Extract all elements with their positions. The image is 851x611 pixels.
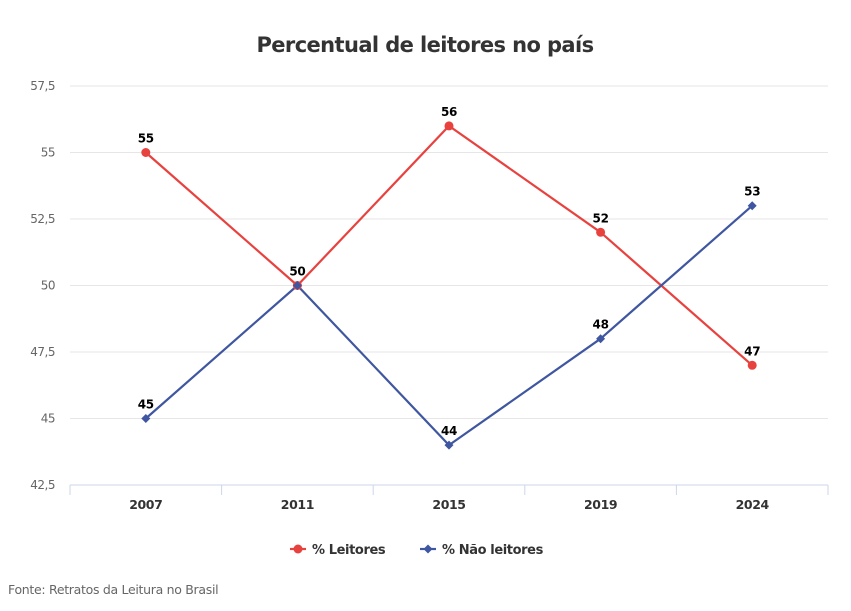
legend-marker-diamond-icon xyxy=(423,544,433,554)
source-note: Fonte: Retratos da Leitura no Brasil xyxy=(8,582,219,597)
legend-label: % Não leitores xyxy=(442,543,544,558)
data-label: 53 xyxy=(744,185,760,199)
y-tick-label: 52,5 xyxy=(30,212,55,226)
data-point-nao-leitores xyxy=(141,414,151,423)
data-point-leitores xyxy=(141,148,151,157)
grid-lines xyxy=(70,85,828,419)
legend: % Leitores % Não leitores xyxy=(290,543,544,558)
data-label: 45 xyxy=(138,398,154,412)
y-tick-label: 55 xyxy=(41,146,55,160)
x-tick-label: 2019 xyxy=(584,497,617,512)
data-point-nao-leitores xyxy=(747,201,757,211)
data-point-nao-leitores xyxy=(596,334,606,344)
y-tick-label: 57,5 xyxy=(30,79,55,93)
x-tick-label: 2015 xyxy=(432,497,465,512)
data-point-nao-leitores xyxy=(292,281,302,290)
data-point-leitores xyxy=(444,121,454,131)
data-point-leitores xyxy=(596,227,606,237)
data-label: 50 xyxy=(289,265,305,279)
data-label: 44 xyxy=(441,424,457,438)
x-tick-label: 2011 xyxy=(281,497,314,512)
chart-title: Percentual de leitores no país xyxy=(257,33,594,57)
y-axis: 42,5 45 47,5 50 52,5 55 57,5 xyxy=(30,79,55,492)
data-label: 47 xyxy=(744,344,760,358)
data-point-leitores xyxy=(747,360,757,370)
x-axis: 2007 2011 2015 2019 2024 xyxy=(69,484,829,512)
data-label: 50 xyxy=(289,265,305,279)
data-point-nao-leitores xyxy=(444,440,454,450)
y-tick-label: 47,5 xyxy=(30,345,55,359)
y-tick-label: 42,5 xyxy=(30,478,55,492)
x-tick-label: 2007 xyxy=(129,497,162,512)
series-line-leitores xyxy=(145,124,753,367)
y-tick-label: 50 xyxy=(41,279,55,293)
legend-item-leitores[interactable]: % Leitores xyxy=(290,543,386,558)
legend-label: % Leitores xyxy=(312,543,386,558)
series-group xyxy=(141,121,757,450)
data-label: 52 xyxy=(593,211,609,225)
data-label: 48 xyxy=(593,318,609,332)
data-label: 56 xyxy=(441,105,457,119)
series-line-nao-leitores xyxy=(145,204,753,447)
x-tick-label: 2024 xyxy=(736,497,770,512)
legend-marker-circle-icon xyxy=(293,544,303,554)
data-label: 55 xyxy=(138,132,154,146)
legend-item-nao-leitores[interactable]: % Não leitores xyxy=(420,543,544,558)
y-tick-label: 45 xyxy=(41,412,55,426)
